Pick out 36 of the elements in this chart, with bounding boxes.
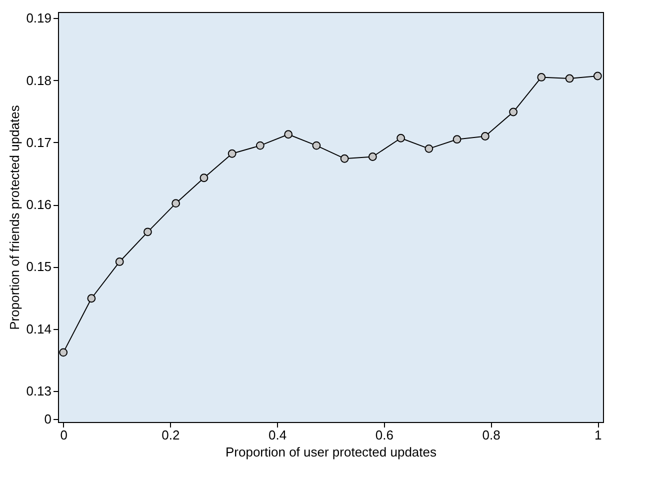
- y-tick-label: 0: [44, 411, 52, 426]
- y-tick-label: 0.19: [26, 10, 52, 26]
- point: [509, 108, 518, 116]
- x-tick-label: 0.4: [268, 428, 287, 442]
- y-tick-label: 0.17: [26, 134, 52, 150]
- y-tick-label: 0.14: [26, 321, 52, 336]
- y-tick-label: 0.13: [26, 383, 52, 398]
- x-tick-label: 0.2: [162, 428, 180, 442]
- point: [480, 132, 490, 140]
- point: [424, 144, 434, 153]
- x-tick-label: 0.8: [482, 428, 500, 442]
- point: [537, 73, 546, 82]
- point: [593, 72, 602, 80]
- point: [115, 258, 124, 266]
- point: [200, 174, 208, 182]
- point: [172, 199, 180, 208]
- x-tick-label: 0: [60, 428, 68, 442]
- y-axis-title: Proportion of friends protected updates: [7, 104, 22, 330]
- y-tick-label: 0.16: [26, 197, 52, 212]
- x-axis-title: Proportion of user protected updates: [225, 444, 438, 460]
- y-tick-label: 0.18: [26, 72, 52, 88]
- point: [565, 74, 574, 83]
- point: [340, 154, 349, 163]
- x-tick-label: 0.6: [375, 428, 394, 442]
- point: [368, 152, 377, 161]
- point: [59, 348, 68, 357]
- point: [228, 149, 236, 158]
- y-tick-label: 0.15: [26, 259, 52, 274]
- point: [284, 130, 293, 139]
- point: [87, 294, 96, 303]
- point: [312, 141, 321, 150]
- point: [256, 141, 264, 150]
- point: [144, 228, 152, 236]
- point: [396, 134, 406, 142]
- x-tick-label: 1: [594, 428, 602, 442]
- point: [452, 135, 462, 144]
